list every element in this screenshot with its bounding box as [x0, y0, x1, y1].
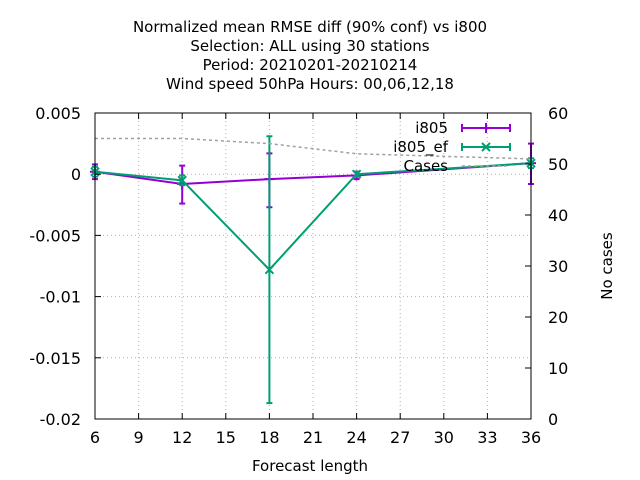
marker-stroke	[264, 264, 275, 275]
y-tick-label: -0.015	[29, 349, 81, 368]
x-tick-label: 9	[134, 428, 144, 447]
data-point	[264, 264, 275, 275]
y2-tick-label: 40	[548, 206, 568, 225]
series-cases	[95, 137, 532, 160]
legend-entry: i805	[415, 119, 511, 137]
x-tick-label: 36	[521, 428, 541, 447]
legend-label: i805_ef	[393, 138, 449, 157]
y2-tick-label: 20	[548, 308, 568, 327]
marker-stroke	[351, 169, 362, 179]
legend-entry: Cases	[403, 157, 510, 175]
x-tick-label: 27	[390, 428, 410, 447]
title-line-4: Wind speed 50hPa Hours: 00,06,12,18	[166, 75, 454, 93]
axis-ticks: 6 9 12 15 18 21 24 27 30 33 36 0.005 0 -0.005 -0.01 -0.…	[29, 104, 568, 447]
y-tick-label: -0.01	[40, 288, 81, 307]
y-tick-label: 0.005	[35, 104, 81, 123]
x-tick-label: 15	[216, 428, 236, 447]
title-line-2: Selection: ALL using 30 stations	[190, 37, 429, 55]
legend-entry: i805_ef	[393, 138, 511, 157]
x-axis-label: Forecast length	[252, 457, 368, 475]
chart-title: Normalized mean RMSE diff (90% conf) vs …	[133, 18, 487, 93]
x-tick-label: 33	[477, 428, 497, 447]
title-line-3: Period: 20210201-20210214	[203, 56, 418, 74]
y2-axis-label: No cases	[598, 232, 616, 300]
legend-label: i805	[415, 119, 448, 137]
x-tick-label: 18	[259, 428, 279, 447]
data-point	[177, 175, 187, 186]
legend-marker	[481, 142, 491, 152]
series-line	[95, 137, 532, 160]
x-tick-label: 21	[303, 428, 323, 447]
y2-tick-label: 50	[548, 155, 568, 174]
grid	[95, 113, 531, 419]
y-tick-label: 0	[71, 165, 81, 184]
legend-label: Cases	[403, 157, 448, 175]
x-tick-label: 24	[346, 428, 366, 447]
marker-stroke	[177, 175, 187, 186]
y-tick-label: -0.005	[29, 226, 81, 245]
x-tick-label: 12	[172, 428, 192, 447]
x-tick-label: 6	[90, 428, 100, 447]
legend-marker	[481, 123, 491, 133]
title-line-1: Normalized mean RMSE diff (90% conf) vs …	[133, 18, 487, 36]
x-tick-label: 30	[434, 428, 454, 447]
data-point	[351, 169, 362, 179]
y2-tick-label: 10	[548, 359, 568, 378]
y-tick-label: -0.02	[40, 410, 81, 429]
y2-tick-label: 0	[548, 410, 558, 429]
marker-stroke	[481, 142, 491, 152]
y2-tick-label: 30	[548, 257, 568, 276]
y2-tick-label: 60	[548, 104, 568, 123]
